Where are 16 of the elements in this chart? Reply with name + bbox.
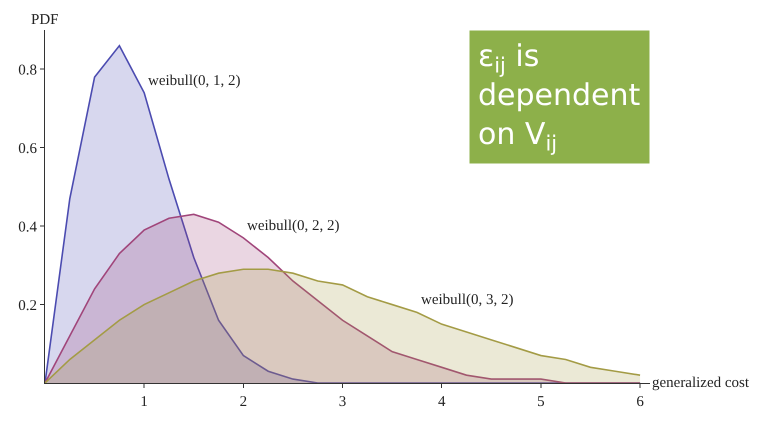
x-tick-label: 1 [140,394,148,410]
x-tick-label: 3 [338,394,346,410]
x-tick-label: 6 [636,394,644,410]
y-axis-title: PDF [31,12,59,28]
y-tick-label: 0.8 [18,62,37,78]
series-label: weibull(0, 2, 2) [247,218,340,234]
y-tick-label: 0.4 [18,219,38,236]
series-label: weibull(0, 1, 2) [148,73,240,89]
y-tick-label: 0.6 [18,140,38,157]
series-label: weibull(0, 3, 2) [421,292,514,308]
x-tick-label: 2 [240,394,248,410]
x-axis-title: generalized cost [652,375,750,391]
x-tick-label: 5 [537,394,545,410]
x-tick-label: 4 [438,394,446,410]
y-tick-label: 0.2 [18,298,37,314]
annotation: ε$_{ij}$ is dependent on V$_{ij}$ [478,39,641,156]
